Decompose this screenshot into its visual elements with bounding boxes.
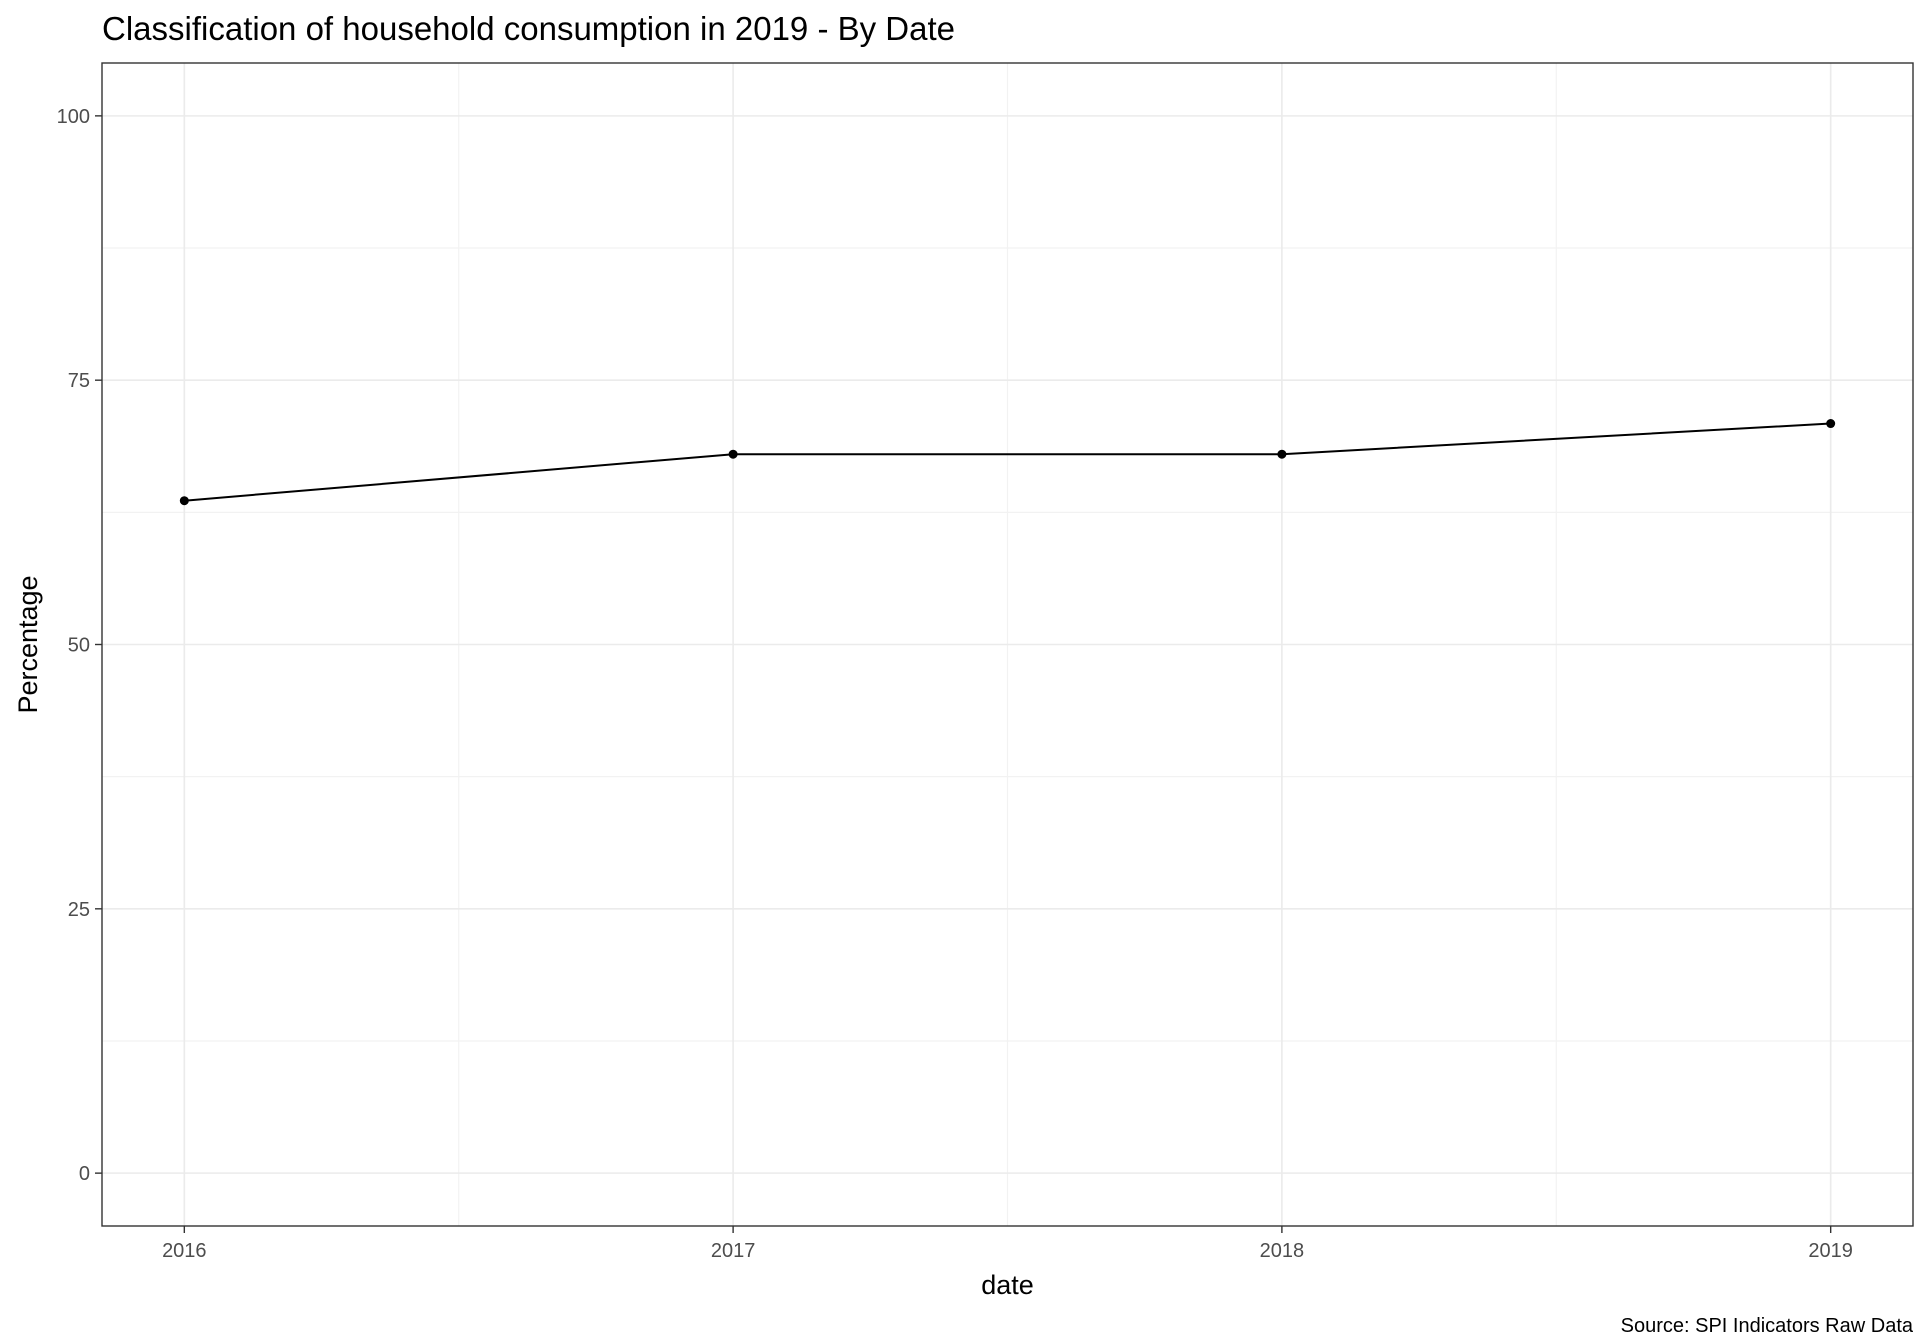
grid	[102, 63, 1913, 1226]
data-point-2019	[1826, 419, 1836, 429]
data-point-2018	[1277, 449, 1287, 459]
source-caption: Source: SPI Indicators Raw Data	[1621, 1315, 1914, 1337]
y-tick-label: 50	[68, 635, 90, 657]
y-axis: 0 25 50 75 100	[57, 106, 102, 1185]
x-axis: 2016 2017 2018 2019	[162, 1226, 1853, 1262]
x-tick-label: 2018	[1260, 1240, 1305, 1262]
series-line-group	[184, 422, 1831, 502]
y-tick-label: 25	[68, 899, 90, 921]
series-line	[184, 422, 1831, 502]
x-axis-title: date	[981, 1270, 1034, 1300]
chart-title: Classification of household consumption …	[102, 10, 955, 47]
x-tick-label: 2019	[1808, 1240, 1853, 1262]
y-axis-title: Percentage	[13, 575, 43, 713]
data-point-2016	[179, 496, 189, 506]
series-point-group	[179, 419, 1836, 506]
y-tick-label: 0	[79, 1163, 90, 1185]
y-tick-label: 75	[68, 370, 90, 392]
x-tick-label: 2016	[162, 1240, 207, 1262]
x-tick-label: 2017	[711, 1240, 756, 1262]
data-point-2017	[728, 449, 738, 459]
y-tick-label: 100	[57, 106, 90, 128]
